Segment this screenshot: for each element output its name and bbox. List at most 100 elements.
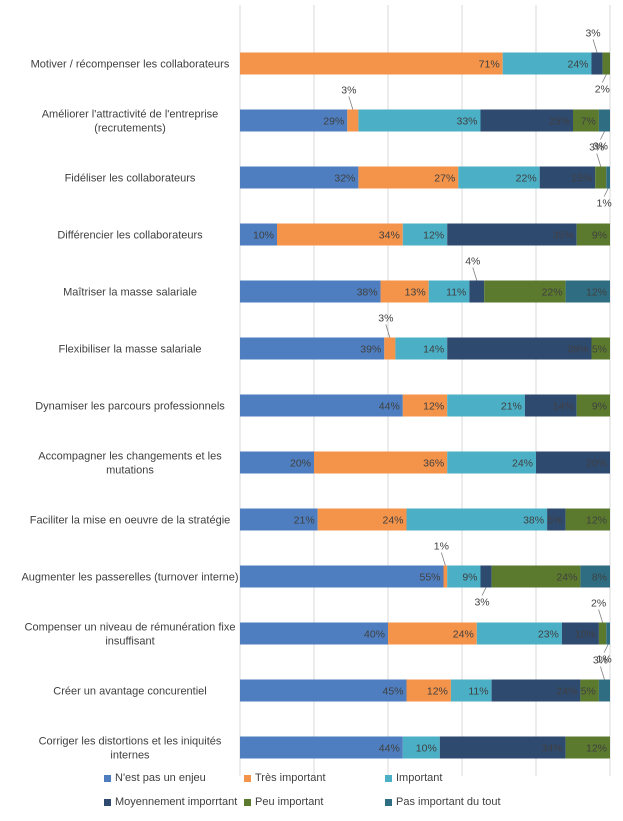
leader-line: [592, 39, 598, 53]
bar-segment: [476, 622, 562, 645]
data-label: 35%: [553, 230, 574, 242]
data-label: 44%: [379, 401, 400, 413]
data-label: 2%: [591, 598, 606, 610]
data-label: 55%: [419, 572, 440, 584]
bar-segment: [402, 223, 448, 246]
bar-segment: [240, 451, 314, 474]
data-label: 12%: [423, 401, 444, 413]
data-label: 8%: [592, 572, 607, 584]
bar-segment: [384, 337, 396, 360]
bar-segment: [402, 394, 448, 417]
bar-segment: [547, 508, 566, 531]
data-label: 39%: [567, 344, 588, 356]
data-label: 2%: [595, 84, 610, 96]
gridlines: [239, 5, 611, 776]
bar-segment: [580, 565, 610, 588]
bar-segment: [240, 166, 359, 189]
category-label: Dynamiser les parcours professionnels: [35, 401, 225, 413]
data-label: 11%: [468, 686, 488, 698]
data-label: 22%: [516, 173, 537, 185]
category-label: Améliorer l'attractivité de l'entreprise…: [42, 109, 219, 135]
bar-segment: [240, 622, 388, 645]
leader-line: [601, 74, 607, 83]
bar-segment: [447, 337, 592, 360]
data-label: 15%: [571, 173, 592, 185]
data-label: 21%: [294, 515, 315, 527]
data-label: 24%: [556, 686, 577, 698]
data-label: 5%: [581, 686, 596, 698]
bar-segment: [606, 166, 610, 189]
bar-segment: [240, 109, 348, 132]
bar-segment: [484, 280, 566, 303]
bar-segment: [565, 508, 610, 531]
category-label: Flexibiliser la masse salariale: [58, 344, 201, 356]
data-label: 12%: [423, 230, 444, 242]
data-label: 14%: [553, 401, 574, 413]
category-label: Accompagner les changements et les mutati…: [38, 451, 222, 477]
bar-segment: [358, 166, 459, 189]
legend-label: Important: [396, 772, 443, 784]
data-label: 45%: [382, 686, 403, 698]
category-label: Augmenter les passerelles (turnover inte…: [21, 572, 238, 584]
data-label: 13%: [405, 287, 426, 299]
legend-item: N'est pas un enjeu: [104, 772, 206, 784]
data-label: 12%: [427, 686, 448, 698]
data-label: 3%: [341, 85, 356, 97]
data-label: 23%: [538, 629, 559, 641]
bar-segment: [317, 508, 407, 531]
data-label: 21%: [501, 401, 522, 413]
data-label: 3%: [378, 313, 393, 325]
bar-segment: [576, 394, 610, 417]
data-label: 10%: [575, 629, 596, 641]
bar-segment: [524, 394, 577, 417]
bar-segment: [240, 280, 381, 303]
data-label: 24%: [556, 572, 577, 584]
bar-segment: [395, 337, 448, 360]
bar-segment: [450, 679, 492, 702]
bar-segment: [443, 565, 448, 588]
data-label: 3%: [593, 655, 608, 667]
data-label: 24%: [382, 515, 403, 527]
bar-segment: [573, 109, 599, 132]
bars-group: 71% 24% 29% 33% 25% 7% 32% 27% 22% 15% 10% 34% 12% 35…: [240, 28, 612, 759]
legend-item: Peu important: [244, 796, 323, 808]
leader-line: [603, 644, 609, 653]
data-label: 3%: [585, 28, 600, 40]
leader-line: [600, 666, 605, 680]
category-label: Créer un avantage concurentiel: [53, 686, 206, 698]
bar-segment: [439, 736, 566, 759]
bar-segment: [358, 109, 481, 132]
legend-swatch: [244, 798, 251, 806]
data-label: 1%: [434, 541, 449, 553]
legend-swatch: [385, 798, 392, 806]
bar-segment: [595, 166, 607, 189]
legend-label: Moyennement imporrtant: [115, 796, 238, 808]
bar-segment: [561, 622, 599, 645]
bar-segment: [598, 622, 607, 645]
leader-line: [481, 587, 487, 596]
legend-item: Important: [385, 772, 442, 784]
bar-segment: [240, 508, 318, 531]
bar-segment: [428, 280, 470, 303]
leader-line: [603, 188, 609, 197]
bar-segment: [591, 52, 603, 75]
bar-segment: [447, 223, 577, 246]
bar-segment: [447, 451, 536, 474]
data-label: 9%: [592, 401, 607, 413]
bar-segment: [240, 394, 403, 417]
data-label: 20%: [586, 458, 607, 470]
legend-label: N'est pas un enjeu: [115, 772, 206, 784]
data-label: 33%: [456, 116, 477, 128]
leader-line: [385, 324, 391, 338]
legend-item: Très important: [244, 772, 326, 784]
legend-item: Pas important du tout: [385, 796, 501, 808]
legend-item: Moyennement imporrtant: [104, 796, 237, 808]
bar-segment: [598, 679, 610, 702]
bar-segment: [240, 223, 277, 246]
data-label: 27%: [434, 173, 455, 185]
bar-segment: [480, 565, 492, 588]
bar-segment: [240, 565, 444, 588]
bar-segment: [602, 52, 610, 75]
legend-swatch: [104, 798, 111, 806]
bar-segment: [240, 736, 403, 759]
